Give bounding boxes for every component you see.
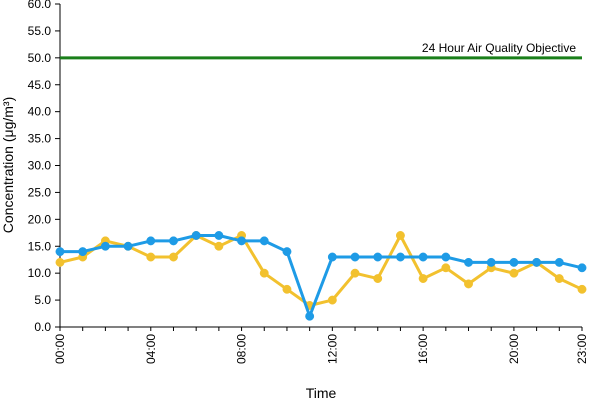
data-point [418, 274, 428, 283]
y-tick-label: 5.0 [34, 293, 51, 307]
data-point [214, 231, 224, 240]
series-group [55, 231, 587, 321]
data-point [577, 284, 587, 294]
data-point [55, 257, 65, 267]
x-tick-label: 23:00 [575, 334, 589, 364]
y-tick-label: 50.0 [28, 51, 52, 65]
data-point [395, 252, 405, 262]
x-tick-label: 16:00 [416, 334, 430, 364]
data-point [577, 263, 587, 273]
data-point [146, 252, 156, 262]
x-tick-label: 12:00 [325, 334, 339, 364]
data-point [509, 268, 519, 278]
data-point [259, 236, 269, 246]
y-axis-title: Concentration (μg/m³) [0, 97, 16, 233]
data-point [554, 274, 564, 283]
y-tick-label: 35.0 [28, 132, 52, 146]
series-line [59, 234, 583, 307]
data-point [259, 268, 269, 278]
data-point [237, 236, 247, 246]
data-point [282, 284, 292, 294]
x-axis: 00:00 04:00 08:00 12:00 16:00 20:00 23:00 [53, 326, 589, 364]
x-tick-label: 08:00 [235, 334, 249, 364]
data-point [327, 252, 337, 262]
y-tick-label: 45.0 [28, 78, 52, 92]
data-point [486, 257, 496, 267]
y-tick-label: 15.0 [28, 239, 52, 253]
data-point [464, 257, 473, 267]
series-1 [55, 231, 587, 321]
data-point [441, 263, 451, 273]
data-point [100, 241, 110, 251]
data-point [441, 252, 451, 262]
x-tick-label: 20:00 [507, 334, 521, 364]
y-tick-label: 60.0 [28, 0, 52, 11]
y-tick-label: 30.0 [28, 159, 52, 173]
data-point [532, 257, 542, 267]
data-point [509, 257, 519, 267]
data-point [146, 236, 156, 246]
data-point [554, 257, 564, 267]
y-tick-label: 0.0 [34, 320, 51, 334]
data-point [169, 252, 178, 262]
data-point [123, 241, 133, 251]
data-point [350, 268, 360, 278]
data-point [55, 247, 65, 257]
data-point [418, 252, 428, 262]
x-tick-label: 00:00 [53, 334, 67, 364]
x-axis-title: Time [306, 385, 337, 400]
data-point [305, 311, 315, 321]
data-point [464, 279, 473, 289]
data-point [395, 231, 405, 240]
data-point [78, 247, 88, 257]
data-point [327, 295, 337, 305]
y-tick-label: 10.0 [28, 266, 52, 280]
y-tick-label: 25.0 [28, 185, 52, 199]
reference-line-label: 24 Hour Air Quality Objective [422, 41, 576, 55]
data-point [373, 252, 383, 262]
y-axis: 0.0 5.0 10.0 15.0 20.0 25.0 30.0 35.0 40.0 45.0 50… [28, 0, 61, 334]
x-tick-label: 04:00 [144, 334, 158, 364]
y-tick-label: 55.0 [28, 24, 52, 38]
data-point [191, 231, 201, 240]
y-tick-label: 40.0 [28, 105, 52, 119]
data-point [350, 252, 360, 262]
data-point [214, 241, 224, 251]
y-tick-label: 20.0 [28, 212, 52, 226]
data-point [373, 274, 383, 283]
data-point [169, 236, 178, 246]
data-point [282, 247, 292, 257]
